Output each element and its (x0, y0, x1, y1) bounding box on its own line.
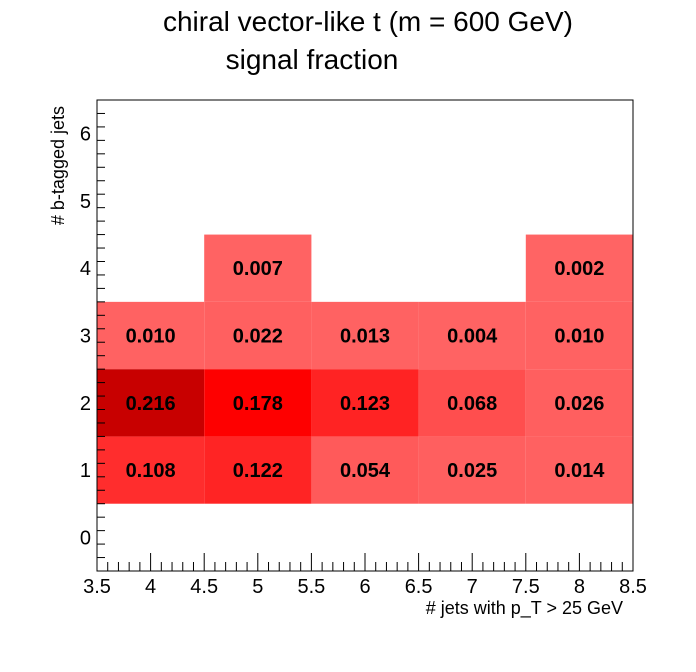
heatmap-cell (418, 301, 526, 370)
heatmap-cell (204, 234, 312, 302)
y-tick-label: 6 (80, 124, 91, 146)
x-tick-label: 4.5 (190, 576, 218, 598)
y-tick-label: 4 (80, 258, 91, 280)
heatmap-cell (418, 369, 526, 437)
x-tick-label: 8.5 (619, 576, 647, 598)
cell-value-label: 0.054 (340, 460, 391, 482)
cell-value-label: 0.010 (126, 326, 176, 348)
y-tick-label: 0 (80, 527, 91, 549)
y-tick-label: 5 (80, 191, 91, 213)
heatmap-cell (204, 436, 312, 504)
cell-value-label: 0.108 (126, 460, 176, 482)
cell-value-label: 0.026 (554, 393, 604, 415)
y-tick-label: 1 (80, 460, 91, 482)
y-tick-label: 2 (80, 393, 91, 415)
x-tick-label: 4 (145, 576, 156, 598)
heatmap-cell (311, 436, 419, 504)
x-tick-label: 7.5 (512, 576, 540, 598)
x-tick-label: 7 (467, 576, 478, 598)
heatmap-cell (525, 369, 633, 437)
cell-value-label: 0.013 (340, 326, 390, 348)
heatmap-cell (97, 301, 205, 370)
cell-value-label: 0.068 (447, 393, 497, 415)
cell-value-label: 0.123 (340, 393, 390, 415)
cell-value-label: 0.007 (233, 258, 283, 280)
heatmap-cell (204, 301, 312, 370)
y-tick-label: 3 (80, 326, 91, 348)
y-axis: 0 1 2 3 4 5 6 (80, 99, 105, 572)
heatmap-cell (525, 234, 633, 302)
x-tick-label: 6.5 (405, 576, 433, 598)
heatmap-cell (418, 436, 526, 504)
cell-value-labels: 0.108 0.122 0.054 0.025 0.014 0.216 0.178 0.123… (126, 258, 606, 482)
cell-value-label: 0.014 (554, 460, 605, 482)
x-axis: 3.5 4 4.5 5 5.5 6 6.5 7 7.5 8 8.5 (83, 553, 647, 598)
x-axis-title: # jets with p_T > 25 GeV (426, 598, 623, 619)
y-axis-title: # b-tagged jets (48, 106, 68, 225)
heatmap-cell (311, 301, 419, 370)
heatmap-cell (311, 369, 419, 437)
chart-subtitle: signal fraction (225, 44, 399, 75)
heatmap-cell (97, 369, 205, 437)
cell-value-label: 0.022 (233, 326, 283, 348)
heatmap-cells (97, 234, 633, 504)
heatmap-cell (525, 301, 633, 370)
x-tick-label: 5 (252, 576, 263, 598)
heatmap-cell (97, 436, 205, 504)
x-tick-label: 3.5 (83, 576, 111, 598)
cell-value-label: 0.002 (554, 258, 604, 280)
x-tick-label: 5.5 (297, 576, 325, 598)
cell-value-label: 0.216 (126, 393, 176, 415)
heatmap-cell (204, 369, 312, 437)
cell-value-label: 0.004 (447, 326, 498, 348)
cell-value-label: 0.010 (554, 326, 604, 348)
cell-value-label: 0.122 (233, 460, 283, 482)
x-tick-label: 6 (359, 576, 370, 598)
chart-title: chiral vector-like t (m = 600 GeV) (162, 6, 574, 37)
cell-value-label: 0.178 (233, 393, 283, 415)
cell-value-label: 0.025 (447, 460, 497, 482)
x-tick-label: 8 (574, 576, 585, 598)
heatmap-cell (525, 436, 633, 504)
